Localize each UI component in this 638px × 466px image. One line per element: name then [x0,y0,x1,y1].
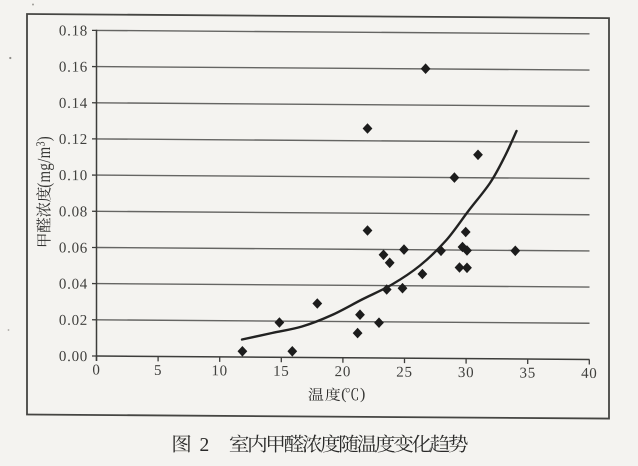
svg-text:30: 30 [458,365,474,381]
svg-text:(: ( [341,386,346,403]
svg-text:0.18: 0.18 [59,23,88,39]
svg-text:25: 25 [396,365,412,381]
svg-text:0: 0 [92,362,100,378]
svg-text:0.02: 0.02 [59,313,88,329]
svg-text:): ) [360,386,365,403]
svg-text:0.08: 0.08 [59,204,88,220]
svg-text:0.10: 0.10 [59,168,88,184]
svg-text:0.04: 0.04 [59,277,88,293]
svg-text:40: 40 [581,366,597,382]
svg-text:15: 15 [273,364,289,380]
svg-text:0.16: 0.16 [59,60,88,76]
svg-text:0.06: 0.06 [59,240,88,256]
svg-text:35: 35 [519,365,535,381]
svg-text:2: 2 [200,435,210,456]
svg-text:10: 10 [211,363,227,379]
svg-text:5: 5 [154,363,162,379]
svg-text:(mg/m3): (mg/m3) [33,136,54,188]
svg-text:0.14: 0.14 [59,96,88,112]
svg-text:20: 20 [335,364,351,380]
svg-text:0.12: 0.12 [59,132,88,148]
svg-text:0.00: 0.00 [59,349,88,365]
